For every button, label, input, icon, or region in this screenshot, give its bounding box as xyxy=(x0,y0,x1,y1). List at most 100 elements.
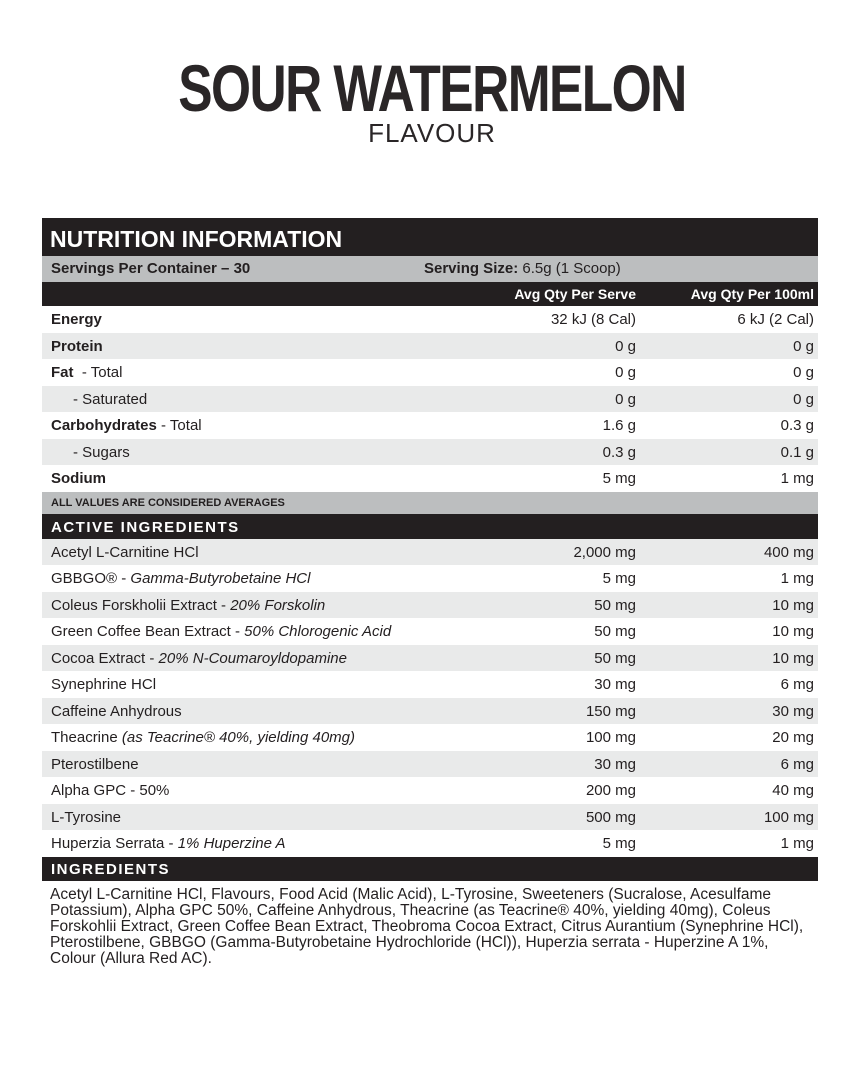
ingredient-label: Theacrine xyxy=(51,729,122,746)
active-ingredient-row: Cocoa Extract - 20% N-Coumaroyldopamine 5… xyxy=(42,644,818,671)
value-per-100ml: 400 mg xyxy=(763,543,814,561)
ingredient-name: Synephrine HCl xyxy=(51,676,156,693)
value-per-100ml: 0.1 g xyxy=(780,443,814,461)
value-per-serve: 0 g xyxy=(615,364,636,381)
value-per-100ml: 10 mg xyxy=(772,623,814,640)
nutrient-qualifier: - Total xyxy=(73,364,123,381)
value-per-serve: 30 mg xyxy=(594,755,636,773)
column-headers: Avg Qty Per Serve Avg Qty Per 100ml xyxy=(42,282,818,306)
nutrition-panel: NUTRITION INFORMATION Servings Per Conta… xyxy=(42,218,818,967)
nutrient-name: - Sugars xyxy=(51,444,130,461)
nutrient-name: Carbohydrates - Total xyxy=(51,417,202,434)
value-per-serve: 500 mg xyxy=(585,808,636,826)
active-ingredient-row: Caffeine Anhydrous 150 mg 30 mg xyxy=(42,697,818,724)
value-per-serve: 50 mg xyxy=(594,649,636,667)
ingredient-name: Acetyl L-Carnitine HCl xyxy=(51,544,199,561)
serving-size-label: Serving Size: xyxy=(424,260,519,277)
nutrient-name: Protein xyxy=(51,338,103,355)
nutrition-row: - Saturated 0 g 0 g xyxy=(42,385,818,412)
ingredient-label: Acetyl L-Carnitine HCl xyxy=(51,543,199,561)
value-per-100ml: 1 mg xyxy=(780,570,814,587)
value-per-serve: 2,000 mg xyxy=(573,543,636,561)
nutrition-row: Fat - Total 0 g 0 g xyxy=(42,359,818,386)
active-ingredient-row: Pterostilbene 30 mg 6 mg xyxy=(42,750,818,777)
ingredient-name: Coleus Forskholii Extract - 20% Forskoli… xyxy=(51,597,325,614)
value-per-serve: 100 mg xyxy=(585,729,636,746)
value-per-100ml: 0 g xyxy=(793,364,814,381)
ingredient-name: Cocoa Extract - 20% N-Coumaroyldopamine xyxy=(51,650,347,667)
value-per-serve: 5 mg xyxy=(602,835,636,852)
ingredient-detail: (as Teacrine® 40%, yielding 40mg) xyxy=(121,729,355,746)
ingredient-detail: 20% Forskolin xyxy=(230,596,326,614)
ingredient-name: GBBGO® - Gamma-Butyrobetaine HCl xyxy=(51,570,310,587)
value-per-100ml: 0 g xyxy=(793,337,814,355)
ingredient-detail: 1% Huperzine A xyxy=(177,835,286,852)
nutrition-heading: NUTRITION INFORMATION xyxy=(42,218,818,256)
ingredient-label: Caffeine Anhydrous xyxy=(51,702,182,720)
active-heading: ACTIVE INGREDIENTS xyxy=(42,513,818,539)
serving-size: Serving Size: 6.5g (1 Scoop) xyxy=(424,260,621,277)
value-per-serve: 5 mg xyxy=(602,570,636,587)
serving-info: Servings Per Container – 30 Serving Size… xyxy=(42,256,818,282)
col-per-serve: Avg Qty Per Serve xyxy=(514,286,636,302)
active-ingredient-row: Acetyl L-Carnitine HCl 2,000 mg 400 mg xyxy=(42,538,818,565)
active-ingredient-row: Coleus Forskholii Extract - 20% Forskoli… xyxy=(42,591,818,618)
active-ingredient-row: Alpha GPC - 50% 200 mg 40 mg xyxy=(42,777,818,804)
ingredient-label: Synephrine HCl xyxy=(51,676,157,693)
value-per-serve: 50 mg xyxy=(594,623,636,640)
nutrient-label: Sodium xyxy=(51,470,106,487)
ingredient-label: Alpha GPC - 50% xyxy=(51,782,170,799)
servings-per-container: Servings Per Container – 30 xyxy=(51,260,251,277)
nutrient-name: - Saturated xyxy=(51,391,147,408)
value-per-serve: 32 kJ (8 Cal) xyxy=(550,311,636,328)
active-ingredient-row: GBBGO® - Gamma-Butyrobetaine HCl 5 mg 1 mg xyxy=(42,565,818,592)
value-per-serve: 5 mg xyxy=(602,470,636,487)
active-ingredient-row: Synephrine HCl 30 mg 6 mg xyxy=(42,671,818,698)
nutrient-qualifier: - Total xyxy=(156,417,202,434)
value-per-100ml: 1 mg xyxy=(780,470,814,487)
nutrition-row: - Sugars 0.3 g 0.1 g xyxy=(42,438,818,465)
ingredient-label: Green Coffee Bean Extract - xyxy=(51,623,245,640)
col-per-100ml: Avg Qty Per 100ml xyxy=(690,286,814,302)
ingredient-label: Pterostilbene xyxy=(51,755,139,773)
value-per-100ml: 10 mg xyxy=(772,596,814,614)
active-ingredient-row: Green Coffee Bean Extract - 50% Chloroge… xyxy=(42,618,818,645)
active-ingredient-row: Huperzia Serrata - 1% Huperzine A 5 mg 1 m… xyxy=(42,830,818,857)
ingredient-name: Alpha GPC - 50% xyxy=(51,782,169,799)
ingredient-detail: 20% N-Coumaroyldopamine xyxy=(158,649,347,667)
value-per-serve: 50 mg xyxy=(594,596,636,614)
value-per-100ml: 6 mg xyxy=(780,676,814,693)
ingredients-text: Acetyl L-Carnitine HCl, Flavours, Food A… xyxy=(50,885,804,967)
value-per-100ml: 1 mg xyxy=(780,835,814,852)
ingredient-name: Caffeine Anhydrous xyxy=(51,703,182,720)
ingredient-label: Cocoa Extract - xyxy=(51,649,159,667)
nutrient-qualifier: - Sugars xyxy=(73,443,130,461)
nutrition-row: Energy 32 kJ (8 Cal) 6 kJ (2 Cal) xyxy=(42,306,818,333)
ingredient-name: Green Coffee Bean Extract - 50% Chloroge… xyxy=(51,623,391,640)
serving-size-value: 6.5g (1 Scoop) xyxy=(518,260,621,277)
ingredient-label: Coleus Forskholii Extract - xyxy=(51,596,231,614)
nutrient-label: Energy xyxy=(51,311,102,328)
value-per-serve: 0.3 g xyxy=(602,443,636,461)
value-per-serve: 30 mg xyxy=(594,676,636,693)
product-title: SOUR WATERMELON xyxy=(178,51,687,125)
averages-note: ALL VALUES ARE CONSIDERED AVERAGES xyxy=(42,491,818,514)
ingredient-label: Huperzia Serrata - xyxy=(51,835,178,852)
ingredient-name: Huperzia Serrata - 1% Huperzine A xyxy=(51,835,286,852)
value-per-serve: 150 mg xyxy=(585,702,636,720)
nutrient-label: Fat xyxy=(51,364,74,381)
ingredient-name: Pterostilbene xyxy=(51,756,139,773)
ingredients-heading: INGREDIENTS xyxy=(42,856,818,881)
ingredient-detail: Gamma-Butyrobetaine HCl xyxy=(130,570,311,587)
value-per-100ml: 100 mg xyxy=(763,808,814,826)
nutrition-row: Carbohydrates - Total 1.6 g 0.3 g xyxy=(42,412,818,439)
ingredient-label: L-Tyrosine xyxy=(51,808,122,826)
value-per-serve: 0 g xyxy=(615,337,636,355)
ingredient-name: Theacrine (as Teacrine® 40%, yielding 40… xyxy=(51,729,355,746)
nutrient-qualifier: - Saturated xyxy=(73,390,148,408)
ingredient-label: GBBGO® - xyxy=(51,570,131,587)
active-ingredient-row: L-Tyrosine 500 mg 100 mg xyxy=(42,803,818,830)
value-per-100ml: 6 mg xyxy=(780,755,814,773)
active-ingredient-row: Theacrine (as Teacrine® 40%, yielding 40… xyxy=(42,724,818,751)
nutrition-row: Sodium 5 mg 1 mg xyxy=(42,465,818,492)
